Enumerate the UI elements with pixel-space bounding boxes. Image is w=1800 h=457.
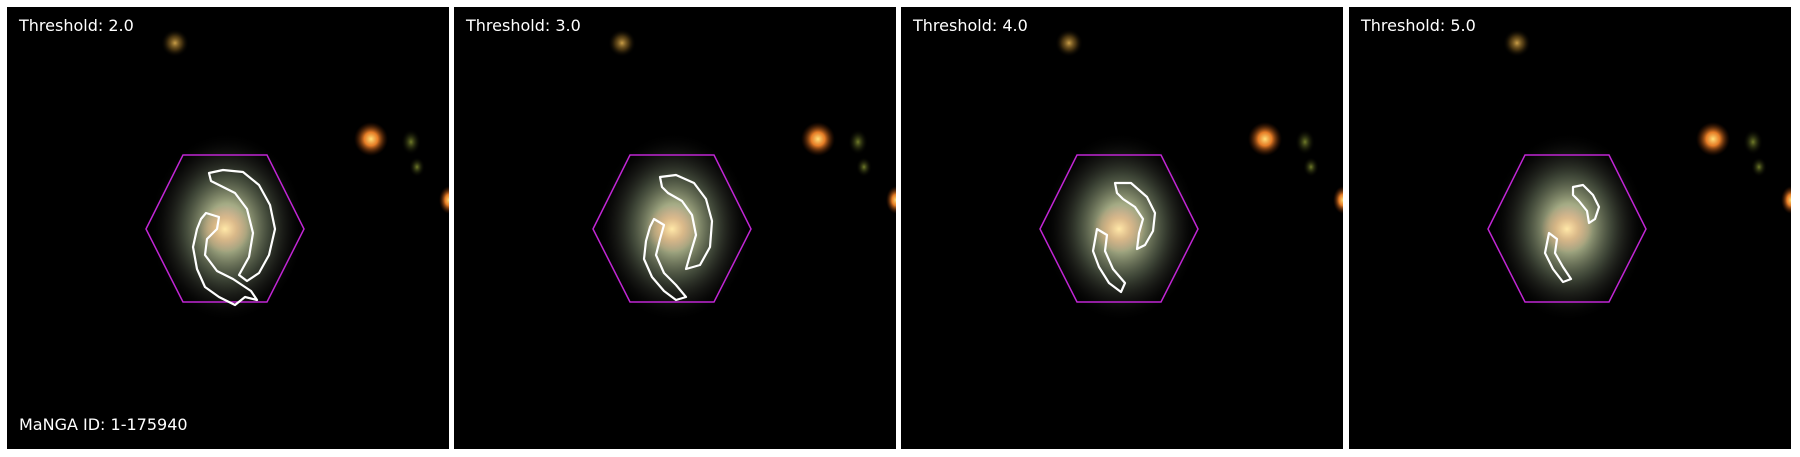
background-star — [1751, 157, 1767, 177]
background-star — [801, 122, 835, 156]
manga-id-label: MaNGA ID: 1-175940 — [19, 415, 188, 434]
background-star — [401, 129, 421, 155]
galaxy-image — [1349, 7, 1791, 449]
arm-contour — [658, 173, 714, 271]
background-star — [1743, 129, 1763, 155]
galaxy-image — [7, 7, 449, 449]
background-star — [439, 186, 449, 214]
background-star — [848, 129, 868, 155]
galaxy-core — [1541, 205, 1593, 253]
galaxy-core — [199, 205, 251, 253]
background-star — [1248, 122, 1282, 156]
threshold-label: Threshold: 5.0 — [1361, 16, 1476, 35]
arm-contour — [1571, 183, 1601, 225]
background-star — [608, 29, 636, 57]
background-star — [1295, 129, 1315, 155]
background-star — [1055, 29, 1083, 57]
ifu-hexagon — [1039, 154, 1199, 303]
arm-contour — [207, 168, 277, 283]
image-panel-4: Threshold: 5.0 — [1349, 7, 1791, 449]
background-star — [354, 122, 388, 156]
ifu-hexagon — [592, 154, 752, 303]
background-star — [1696, 122, 1730, 156]
image-panel-1: Threshold: 2.0 MaNGA ID: 1-175940 — [7, 7, 449, 449]
image-panel-3: Threshold: 4.0 — [901, 7, 1343, 449]
galaxy-image — [901, 7, 1343, 449]
background-star — [1303, 157, 1319, 177]
arm-contour — [191, 211, 259, 307]
background-star — [1503, 29, 1531, 57]
background-star — [409, 157, 425, 177]
galaxy-image — [454, 7, 896, 449]
background-star — [856, 157, 872, 177]
arm-contour — [1113, 181, 1157, 251]
background-star — [161, 29, 189, 57]
ifu-hexagon — [145, 154, 305, 303]
threshold-label: Threshold: 2.0 — [19, 16, 134, 35]
image-panel-2: Threshold: 3.0 — [454, 7, 896, 449]
arm-contour — [642, 217, 688, 302]
arm-contour — [1091, 227, 1127, 294]
threshold-label: Threshold: 3.0 — [466, 16, 581, 35]
background-star — [1333, 186, 1343, 214]
background-star — [886, 186, 896, 214]
background-star — [1781, 186, 1791, 214]
arm-contour — [1543, 231, 1573, 284]
threshold-label: Threshold: 4.0 — [913, 16, 1028, 35]
ifu-hexagon — [1487, 154, 1647, 303]
